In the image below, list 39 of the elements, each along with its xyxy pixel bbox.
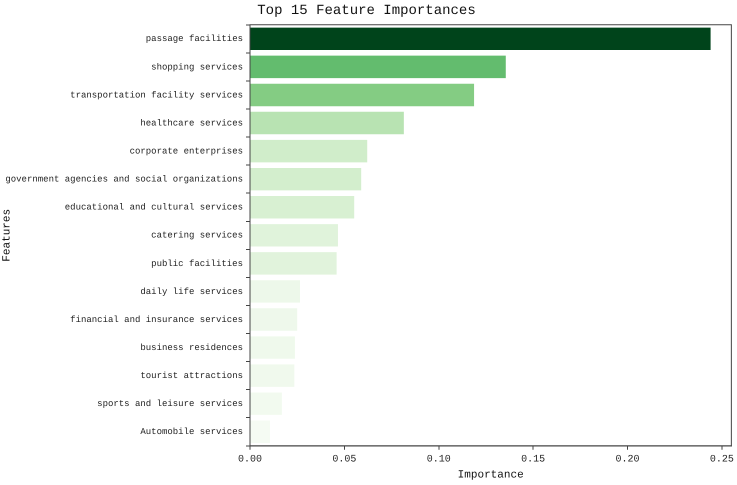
bar — [250, 280, 300, 303]
bar — [250, 84, 474, 106]
y-tick-label: catering services — [151, 230, 243, 241]
x-tick-label: 0.20 — [616, 454, 640, 466]
y-tick-label: government agencies and social organizations — [5, 174, 243, 185]
x-tick-label: 0.10 — [426, 454, 451, 466]
bar — [250, 56, 506, 78]
bar — [250, 224, 338, 247]
bar — [250, 168, 362, 190]
y-tick-label: educational and cultural services — [64, 202, 243, 213]
bar — [250, 420, 270, 443]
y-tick-label: sports and leisure services — [97, 399, 243, 410]
y-tick-label: corporate enterprises — [130, 146, 243, 156]
y-tick-label: daily life services — [140, 286, 243, 297]
x-tick-label: 0.25 — [710, 454, 734, 466]
y-tick-label: healthcare services — [140, 118, 243, 128]
y-tick-label: transportation facility services — [70, 90, 243, 100]
bar — [250, 112, 404, 134]
y-tick-label: tourist attractions — [140, 371, 243, 382]
bar — [250, 308, 298, 331]
y-tick-label: Automobile services — [140, 427, 243, 438]
chart-title: Top 15 Feature Importances — [257, 3, 476, 20]
bar — [250, 392, 282, 415]
x-tick-label: 0.05 — [332, 454, 356, 466]
y-tick-label: public facilities — [151, 258, 243, 269]
y-tick-label: shopping services — [151, 62, 243, 72]
bar — [250, 336, 295, 359]
y-tick-label: business residences — [140, 342, 243, 353]
x-axis-title: Importance — [458, 469, 524, 482]
bar — [250, 364, 294, 387]
bar — [250, 140, 368, 162]
y-tick-label: financial and insurance services — [70, 314, 243, 325]
bar — [250, 196, 354, 218]
y-axis-title: Features — [2, 208, 14, 262]
x-tick-label: 0.00 — [238, 454, 262, 466]
y-tick-label: passage facilities — [146, 34, 243, 44]
bar — [250, 28, 711, 50]
bar — [250, 252, 337, 275]
x-tick-label: 0.15 — [521, 454, 546, 466]
